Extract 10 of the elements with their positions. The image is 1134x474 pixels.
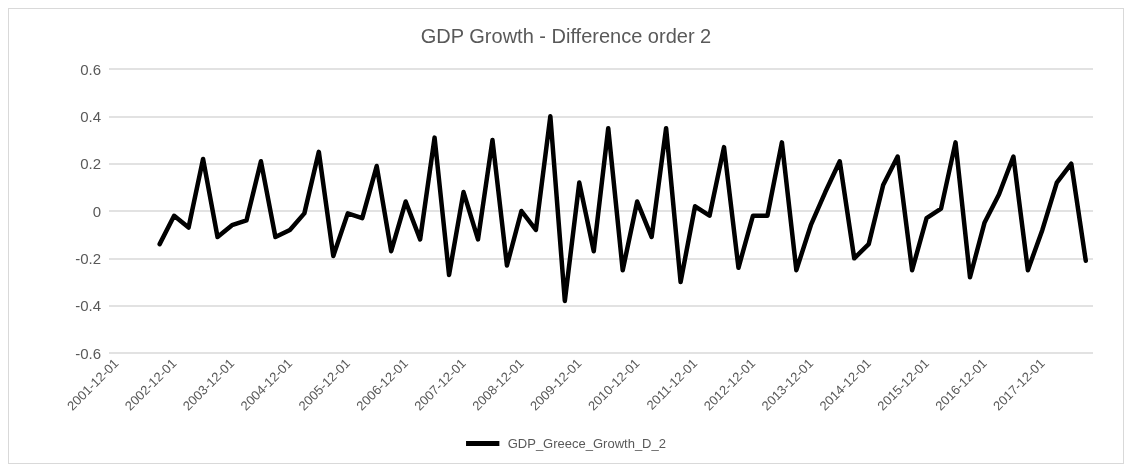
y-tick-label: 0.4 [80, 107, 101, 125]
y-tick-label: 0 [92, 202, 101, 220]
y-tick-label: -0.2 [75, 249, 101, 267]
y-tick-label: 0.6 [80, 60, 101, 78]
y-tick-label: 0.2 [80, 155, 101, 173]
chart-title: GDP Growth - Difference order 2 [420, 25, 712, 47]
legend-label: GDP_Greece_Growth_D_2 [507, 436, 666, 451]
line-series [157, 114, 1089, 304]
y-tick-label: -0.6 [75, 344, 101, 362]
y-tick-label: -0.4 [75, 297, 101, 315]
